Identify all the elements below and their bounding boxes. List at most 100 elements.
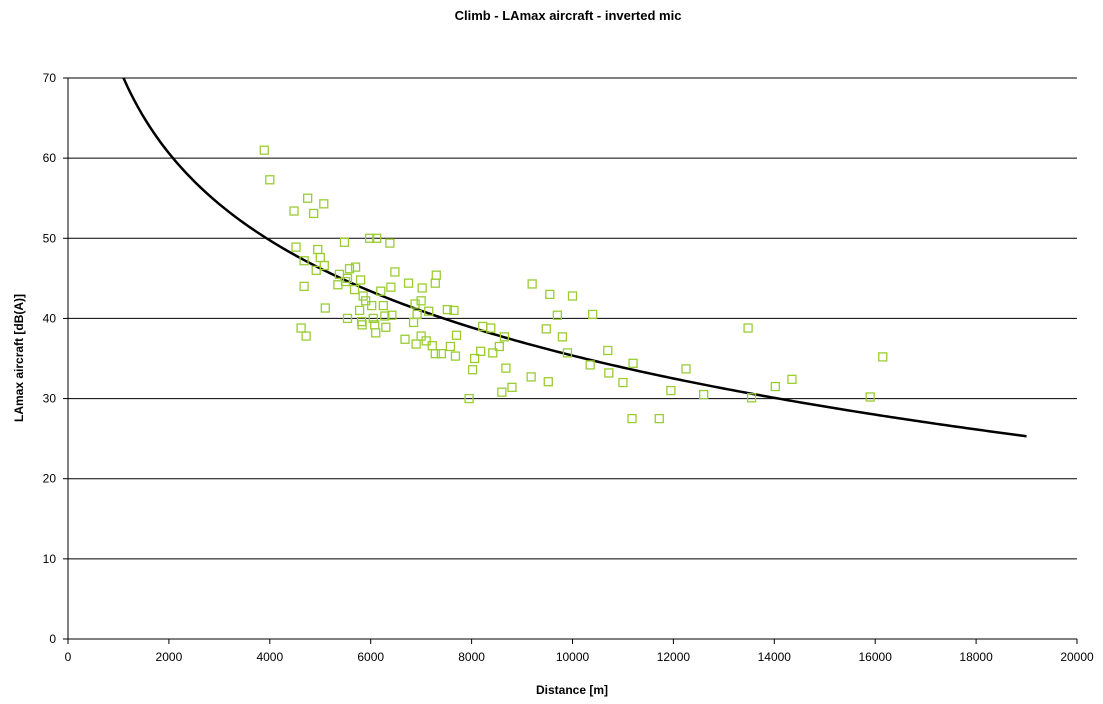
y-tick-label: 30: [43, 392, 57, 406]
axes: [67, 78, 1077, 640]
data-point: [371, 328, 381, 338]
data-point: [410, 299, 420, 309]
data-point: [421, 336, 431, 346]
data-point: [618, 377, 628, 388]
data-points: [259, 145, 888, 424]
data-point: [424, 306, 434, 316]
data-point: [289, 206, 299, 216]
y-tick-label: 60: [43, 151, 57, 165]
data-point: [488, 348, 498, 358]
data-point: [365, 233, 375, 243]
data-point: [361, 296, 371, 306]
data-point: [449, 305, 459, 316]
data-point: [464, 393, 474, 404]
x-tick-label: 10000: [556, 650, 590, 664]
data-point: [562, 348, 573, 358]
data-point: [296, 323, 306, 333]
y-tick-label: 20: [43, 472, 57, 486]
data-point: [552, 310, 563, 320]
data-point: [416, 331, 426, 341]
data-point: [666, 385, 676, 396]
data-point: [339, 237, 350, 247]
data-point: [627, 413, 637, 424]
y-tick-label: 70: [43, 71, 57, 85]
data-point: [403, 278, 414, 288]
data-point: [743, 323, 753, 333]
data-point: [497, 387, 507, 397]
data-point: [302, 193, 313, 203]
data-point: [376, 286, 386, 296]
data-point: [416, 296, 426, 306]
x-axis-label: Distance [m]: [536, 683, 608, 697]
gridlines: [68, 77, 1077, 560]
fit-curve: [122, 77, 1027, 438]
y-tick-label: 50: [43, 231, 57, 245]
x-tick-label: 6000: [357, 650, 384, 664]
data-point: [628, 358, 638, 368]
data-point: [367, 300, 377, 311]
y-tick-label: 0: [49, 632, 56, 646]
data-point: [299, 281, 309, 292]
data-point: [301, 331, 311, 341]
data-point: [386, 282, 396, 292]
data-point: [390, 267, 400, 277]
data-point: [543, 377, 553, 387]
data-point: [358, 291, 368, 301]
data-point: [494, 341, 504, 352]
x-tick-label: 12000: [657, 650, 691, 664]
data-point: [400, 334, 410, 344]
data-point: [355, 275, 366, 285]
data-point: [430, 349, 440, 359]
x-tick-label: 16000: [859, 650, 893, 664]
data-point: [380, 311, 390, 321]
x-axis-ticks: 0 2000 4000 6000 8000 10000 12000 14000 16000 180…: [65, 639, 1094, 664]
data-point: [654, 413, 664, 424]
data-point: [309, 208, 319, 219]
data-point: [259, 145, 269, 155]
data-point: [427, 341, 437, 351]
data-point: [319, 260, 329, 271]
data-point: [311, 265, 321, 275]
data-point: [865, 392, 875, 402]
x-tick-label: 0: [65, 650, 72, 664]
data-point: [450, 351, 461, 361]
data-point: [585, 360, 595, 370]
data-point: [603, 345, 613, 356]
y-axis-label: LAmax aircraft [dB(A)]: [12, 294, 26, 422]
y-tick-label: 10: [43, 552, 57, 566]
data-point: [408, 317, 419, 328]
data-point: [344, 264, 355, 274]
data-point: [342, 273, 353, 284]
data-point: [746, 393, 757, 403]
data-point: [378, 300, 388, 311]
data-point: [541, 324, 551, 334]
data-point: [545, 289, 555, 300]
y-tick-label: 40: [43, 311, 57, 325]
data-point: [501, 363, 511, 373]
x-tick-label: 2000: [156, 650, 183, 664]
data-point: [430, 278, 440, 288]
data-point: [349, 284, 360, 295]
data-point: [467, 365, 478, 375]
x-tick-label: 18000: [959, 650, 993, 664]
data-point: [681, 364, 691, 374]
data-point: [381, 322, 391, 332]
y-axis-ticks: 0 10 20 30 40 50 60 70: [43, 71, 68, 646]
data-point: [385, 238, 395, 248]
data-point: [442, 304, 453, 315]
data-point: [526, 372, 536, 382]
data-point: [527, 279, 537, 289]
data-point: [770, 381, 780, 392]
data-point: [412, 309, 422, 320]
data-point: [878, 352, 888, 362]
data-point: [265, 175, 275, 185]
data-point: [333, 280, 343, 290]
data-point: [319, 199, 329, 209]
data-point: [507, 382, 517, 393]
data-point: [315, 252, 325, 263]
data-point: [368, 313, 378, 324]
data-point: [499, 332, 510, 342]
data-point: [387, 310, 397, 320]
data-point: [299, 256, 309, 266]
